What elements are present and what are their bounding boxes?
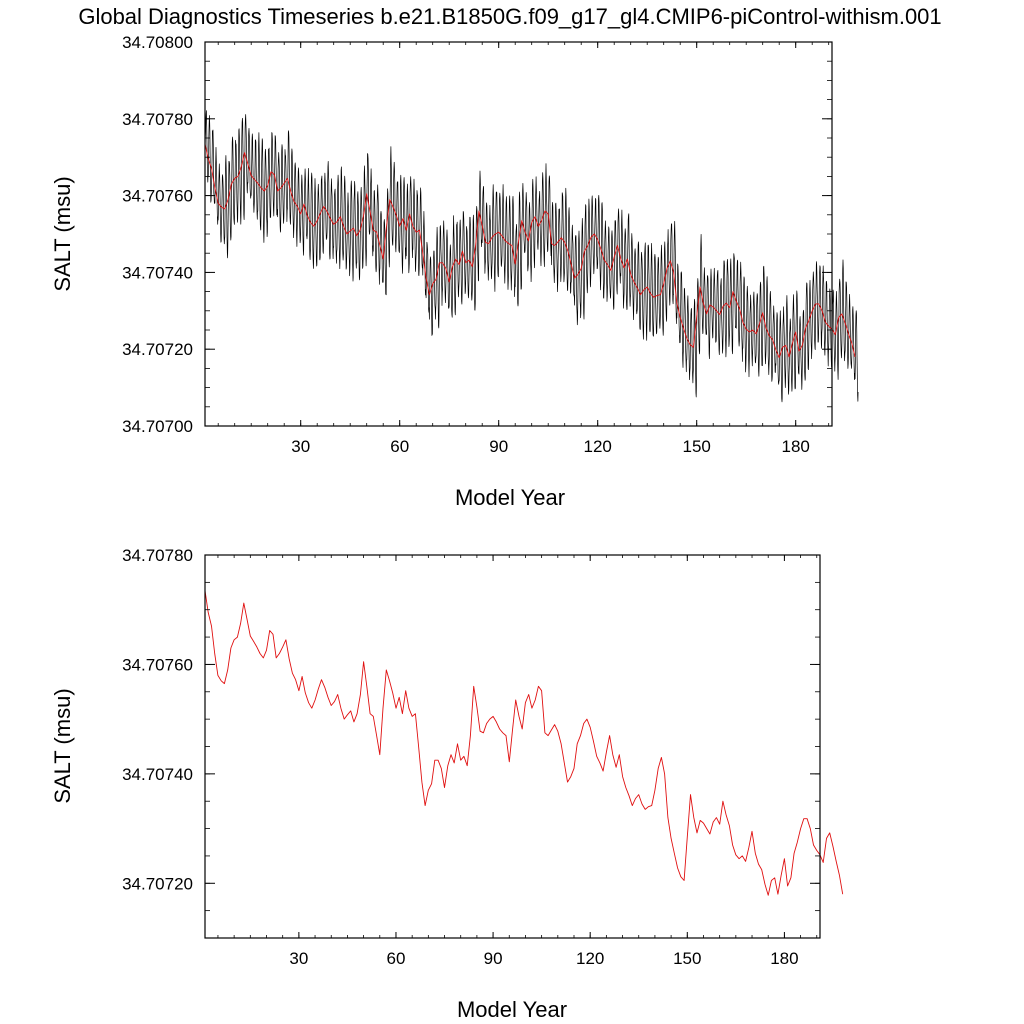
bottom-xaxis-label: Model Year bbox=[457, 997, 567, 1022]
xaxis-tick-label: 150 bbox=[683, 437, 711, 456]
yaxis-tick-label: 34.70800 bbox=[122, 33, 193, 52]
yaxis-tick-label: 34.70720 bbox=[122, 874, 193, 893]
xaxis-tick-label: 60 bbox=[387, 949, 406, 968]
yaxis-tick-label: 34.70720 bbox=[122, 340, 193, 359]
bottom-yaxis-label: SALT (msu) bbox=[50, 688, 75, 803]
annual-mean-salt-series bbox=[204, 143, 856, 359]
yaxis-tick-label: 34.70700 bbox=[122, 417, 193, 436]
top-panel: 30 60 90 120 150 180 34.70700 34.70720 34.70740 3… bbox=[50, 33, 859, 510]
xaxis-tick-label: 60 bbox=[390, 437, 409, 456]
yaxis-tick-label: 34.70760 bbox=[122, 187, 193, 206]
xaxis-tick-label: 180 bbox=[782, 437, 810, 456]
xaxis-tick-label: 180 bbox=[770, 949, 798, 968]
monthly-salt-series bbox=[204, 110, 859, 403]
yaxis-tick-label: 34.70740 bbox=[122, 263, 193, 282]
yaxis-tick-label: 34.70760 bbox=[122, 655, 193, 674]
bottom-plot-frame bbox=[204, 554, 821, 939]
xaxis-tick-label: 150 bbox=[673, 949, 701, 968]
top-yaxis-label: SALT (msu) bbox=[50, 176, 75, 291]
yaxis-tick-label: 34.70780 bbox=[122, 110, 193, 129]
xaxis-tick-label: 120 bbox=[576, 949, 604, 968]
bottom-panel: 30 60 90 120 150 180 34.70720 34.70740 34.70760 3… bbox=[50, 546, 844, 1022]
figure-title: Global Diagnostics Timeseries b.e21.B185… bbox=[78, 4, 941, 29]
yaxis-tick-label: 34.70740 bbox=[122, 765, 193, 784]
top-plot-data bbox=[204, 110, 859, 403]
yaxis-tick-label: 34.70780 bbox=[122, 546, 193, 565]
xaxis-tick-label: 30 bbox=[289, 949, 308, 968]
top-axis-ticks: 30 60 90 120 150 180 34.70700 34.70720 34.70740 3… bbox=[122, 33, 832, 456]
xaxis-tick-label: 120 bbox=[584, 437, 612, 456]
bottom-axis-ticks: 30 60 90 120 150 180 34.70720 34.70740 34.70760 3… bbox=[122, 546, 820, 968]
annual-mean-salt-series bbox=[204, 590, 844, 896]
bottom-plot-data bbox=[204, 590, 844, 896]
xaxis-tick-label: 90 bbox=[489, 437, 508, 456]
xaxis-tick-label: 90 bbox=[484, 949, 503, 968]
xaxis-tick-label: 30 bbox=[291, 437, 310, 456]
top-xaxis-label: Model Year bbox=[455, 485, 565, 510]
